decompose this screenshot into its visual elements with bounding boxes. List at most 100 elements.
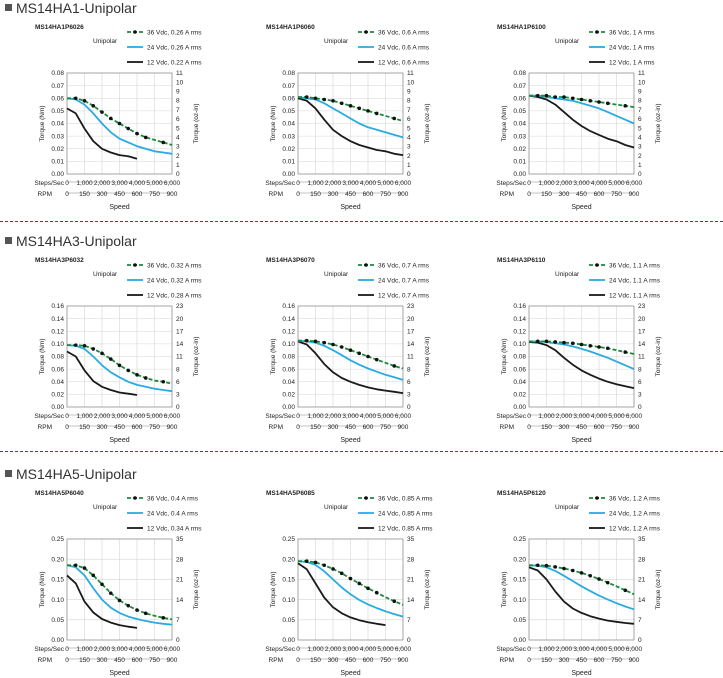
plot-frame (528, 538, 635, 641)
series-point (570, 341, 575, 346)
y-tick-label: 0.02 (513, 146, 526, 153)
y-tick-label: 0.02 (513, 392, 526, 399)
chart-model-title: MS14HA3P6070 (266, 257, 315, 264)
legend-marker (364, 496, 368, 500)
torque-chart: MS14HA5P6120 Unipolar 36 Vdc, 1.2 A rms 24 … (496, 490, 662, 677)
y-axis-title: Torque (Nm) (270, 571, 277, 607)
y-tick-label: 0.05 (282, 617, 295, 624)
series-point (597, 577, 601, 581)
y2-tick-label: 0 (407, 171, 411, 178)
series-point (366, 586, 370, 591)
steps-tick-label: 4,000 (591, 413, 608, 420)
chart-mode-label: Unipolar (555, 271, 580, 278)
torque-chart: MS14HA3P6032 Unipolar 36 Vdc, 0.32 A rms 24… (34, 257, 202, 444)
steps-tick-label: 4,000 (360, 180, 377, 187)
series-point (605, 101, 610, 106)
x-axis-title: Speed (109, 670, 129, 677)
steps-tick-label: 3,000 (111, 413, 128, 420)
steps-tick-label: 2,000 (325, 180, 342, 187)
legend-label: 36 Vdc, 0.85 A rms (378, 495, 433, 502)
rpm-tick-label: 150 (310, 191, 321, 198)
series-point (331, 98, 335, 103)
steps-tick-label: 5,000 (377, 180, 394, 187)
bullet-square-icon (5, 470, 12, 477)
y-tick-label: 0.04 (51, 121, 64, 128)
rpm-tick-label: 750 (149, 657, 160, 664)
series-point (366, 354, 370, 359)
y2-tick-label: 11 (407, 354, 414, 361)
y-tick-label: 0.03 (282, 133, 295, 140)
rpm-tick-label: 450 (576, 657, 587, 664)
rpm-axis-label: RPM (38, 191, 52, 198)
y2-tick-label: 10 (638, 79, 646, 86)
chart-model-title: MS14HA5P6085 (266, 490, 315, 497)
steps-tick-label: 5,000 (146, 413, 163, 420)
y2-tick-label: 20 (176, 316, 184, 323)
y-tick-label: 0.00 (513, 404, 526, 411)
x-axis-title: Speed (340, 670, 360, 677)
series-point (339, 571, 344, 576)
legend-marker (364, 263, 368, 267)
y-tick-label: 0.07 (51, 83, 64, 90)
rpm-tick-label: 150 (541, 424, 552, 431)
legend-label: 24 Vdc, 0.4 A rms (147, 510, 199, 517)
chart-mode-label: Unipolar (93, 271, 118, 278)
steps-tick-label: 3,000 (111, 180, 128, 187)
series-point (143, 376, 148, 380)
y-tick-label: 0.15 (513, 577, 526, 584)
rpm-tick-label: 750 (149, 191, 160, 198)
series-line (66, 97, 173, 155)
series-point (304, 338, 309, 343)
x-axis-title: Speed (571, 670, 591, 677)
steps-tick-label: 0 (296, 646, 300, 653)
series-point (135, 373, 139, 377)
rpm-tick-label: 0 (527, 191, 531, 198)
y2-tick-label: 9 (176, 89, 180, 96)
y-tick-label: 0.04 (282, 379, 295, 386)
series-line (528, 341, 635, 389)
steps-tick-label: 4,000 (129, 180, 146, 187)
y2-tick-label: 8 (407, 366, 411, 373)
rpm-tick-label: 150 (310, 657, 321, 664)
steps-tick-label: 5,000 (608, 413, 625, 420)
series-point (126, 368, 131, 373)
series-line (297, 560, 404, 618)
legend-label: 12 Vdc, 0.7 A rms (378, 292, 430, 299)
series-point (322, 563, 327, 568)
steps-tick-label: 6,000 (395, 646, 412, 653)
y2-tick-label: 3 (407, 392, 411, 399)
y-tick-label: 0.00 (51, 404, 64, 411)
y-tick-label: 0.08 (513, 354, 526, 361)
y2-axis-title: Torque (oz-in) (655, 336, 662, 376)
y-tick-label: 0.14 (282, 316, 295, 323)
series-point (108, 591, 113, 595)
rpm-tick-label: 450 (576, 424, 587, 431)
series-point (73, 343, 78, 347)
section-title-text: MS14HA5-Unipolar (16, 466, 137, 482)
legend-label: 12 Vdc, 0.6 A rms (378, 59, 430, 66)
torque-chart: MS14HA3P6110 Unipolar 36 Vdc, 1.1 A rms 24 … (496, 257, 662, 444)
torque-chart: MS14HA1P6100 Unipolar 36 Vdc, 1 A rms 24 Vd… (496, 24, 662, 211)
y2-tick-label: 17 (638, 328, 646, 335)
rpm-axis-label: RPM (500, 657, 514, 664)
y2-tick-label: 28 (176, 556, 184, 563)
series-point (374, 357, 379, 362)
y-tick-label: 0.06 (513, 366, 526, 373)
section-title: MS14HA5-Unipolar (5, 466, 137, 482)
plot-frame (528, 305, 635, 408)
legend-label: 36 Vdc, 1.2 A rms (609, 495, 661, 502)
rpm-tick-label: 600 (363, 191, 374, 198)
steps-tick-label: 3,000 (573, 413, 590, 420)
steps-tick-label: 2,000 (325, 413, 342, 420)
series-point (579, 342, 584, 347)
series-point (597, 100, 601, 104)
section-divider (0, 451, 723, 452)
rpm-axis-label: RPM (500, 191, 514, 198)
rpm-tick-label: 600 (363, 657, 374, 664)
series-point (535, 339, 540, 344)
steps-tick-label: 0 (65, 646, 69, 653)
y2-tick-label: 1 (407, 162, 411, 169)
steps-tick-label: 4,000 (591, 646, 608, 653)
steps-tick-label: 2,000 (325, 646, 342, 653)
series-point (331, 567, 335, 571)
